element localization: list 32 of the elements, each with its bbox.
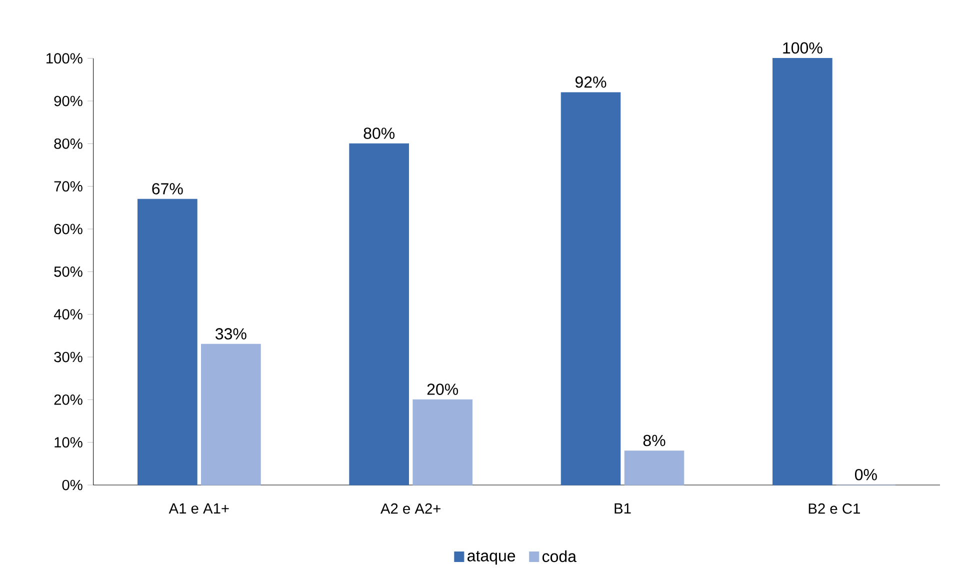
y-tick-label: 0% — [62, 480, 82, 490]
x-tick-label: A1 e A1+ — [168, 503, 229, 514]
bar — [772, 58, 832, 486]
bar — [624, 450, 684, 486]
legend-label: coda — [542, 550, 576, 562]
data-label: 100% — [783, 42, 822, 54]
bar — [138, 198, 198, 486]
y-tick-label: 50% — [54, 266, 82, 277]
y-tick-label: 10% — [54, 437, 82, 448]
x-tick-label: B2 e C1 — [808, 503, 860, 514]
y-tick-label: 90% — [54, 96, 82, 106]
data-label: 67% — [152, 183, 183, 194]
data-label: 92% — [576, 76, 606, 88]
data-label: 33% — [216, 328, 246, 340]
y-tick-label: 40% — [54, 309, 82, 320]
data-label: 8% — [643, 434, 666, 446]
y-tick-label: 30% — [54, 352, 82, 362]
y-tick-label: 20% — [54, 394, 82, 405]
x-tick-label: B1 — [614, 503, 631, 514]
data-label: 0% — [854, 468, 877, 480]
y-tick-label: 60% — [54, 224, 82, 234]
bar — [349, 143, 409, 486]
legend-label: ataque — [468, 550, 516, 565]
data-label: 20% — [427, 384, 458, 395]
y-tick-label: 80% — [54, 138, 82, 149]
bar — [412, 399, 472, 486]
y-tick-label: 70% — [54, 181, 82, 192]
bar — [560, 92, 621, 486]
y-tick-label: 100% — [46, 53, 82, 64]
data-label: 80% — [364, 128, 395, 139]
bar — [201, 344, 261, 486]
x-tick-label: A2 e A2+ — [380, 503, 440, 514]
